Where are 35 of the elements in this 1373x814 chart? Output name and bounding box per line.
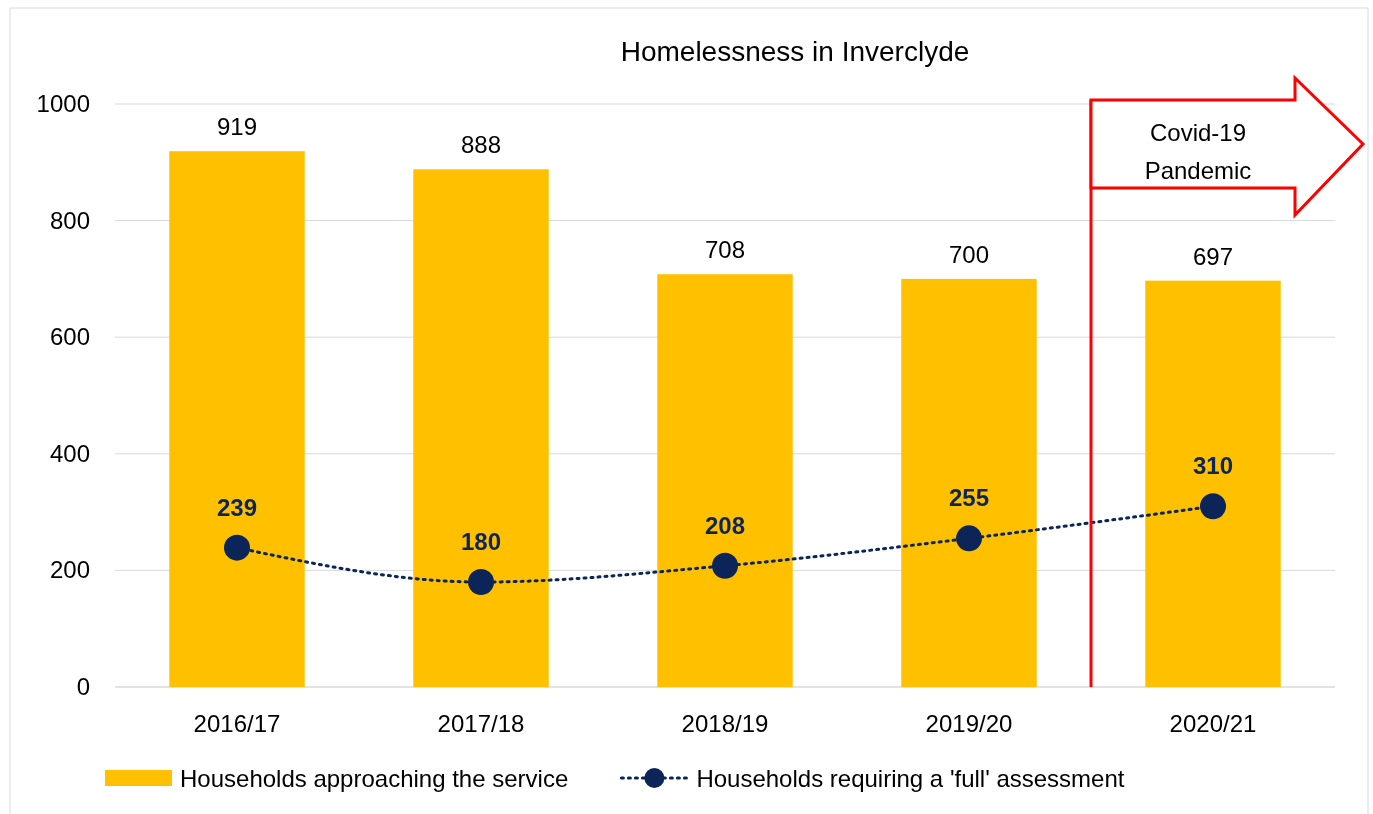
data-label: 239 <box>216 493 258 521</box>
y-tick-label: 0 <box>76 673 90 700</box>
bar <box>413 169 549 687</box>
data-label: 708 <box>704 236 746 264</box>
bar <box>1145 280 1281 687</box>
legend-label: Households approaching the service <box>180 765 569 792</box>
bar <box>169 151 305 687</box>
data-label: 697 <box>1192 242 1234 270</box>
x-tick-label: 2016/17 <box>193 710 281 737</box>
y-tick-label: 800 <box>49 206 90 234</box>
point <box>224 534 250 561</box>
y-tick-label: 200 <box>49 556 90 584</box>
data-label: 310 <box>1192 452 1234 480</box>
x-tick-label: 2018/19 <box>681 710 769 737</box>
legend-label: Households requiring a 'full' assessment <box>696 765 1125 792</box>
x-tick-label: 2020/21 <box>1169 710 1257 737</box>
bar <box>901 278 1037 687</box>
point <box>956 525 982 552</box>
data-label: 255 <box>948 484 990 512</box>
point <box>712 552 738 579</box>
data-label: 180 <box>460 528 502 556</box>
y-tick-label: 1000 <box>36 90 90 117</box>
y-tick-label: 400 <box>49 439 90 467</box>
chart-title: Homelessness in Inverclyde <box>620 36 970 67</box>
point <box>468 569 494 596</box>
point <box>1200 493 1226 520</box>
data-label: 700 <box>948 240 990 268</box>
data-label: 919 <box>216 113 258 141</box>
ref-line-label: Covid-19 Pandemic <box>1144 119 1252 184</box>
bar <box>657 274 793 687</box>
data-label: 208 <box>704 511 746 539</box>
data-label: 888 <box>460 131 502 159</box>
x-tick-label: 2019/20 <box>925 710 1013 737</box>
x-tick-label: 2017/18 <box>437 710 525 737</box>
y-tick-label: 600 <box>49 323 90 351</box>
